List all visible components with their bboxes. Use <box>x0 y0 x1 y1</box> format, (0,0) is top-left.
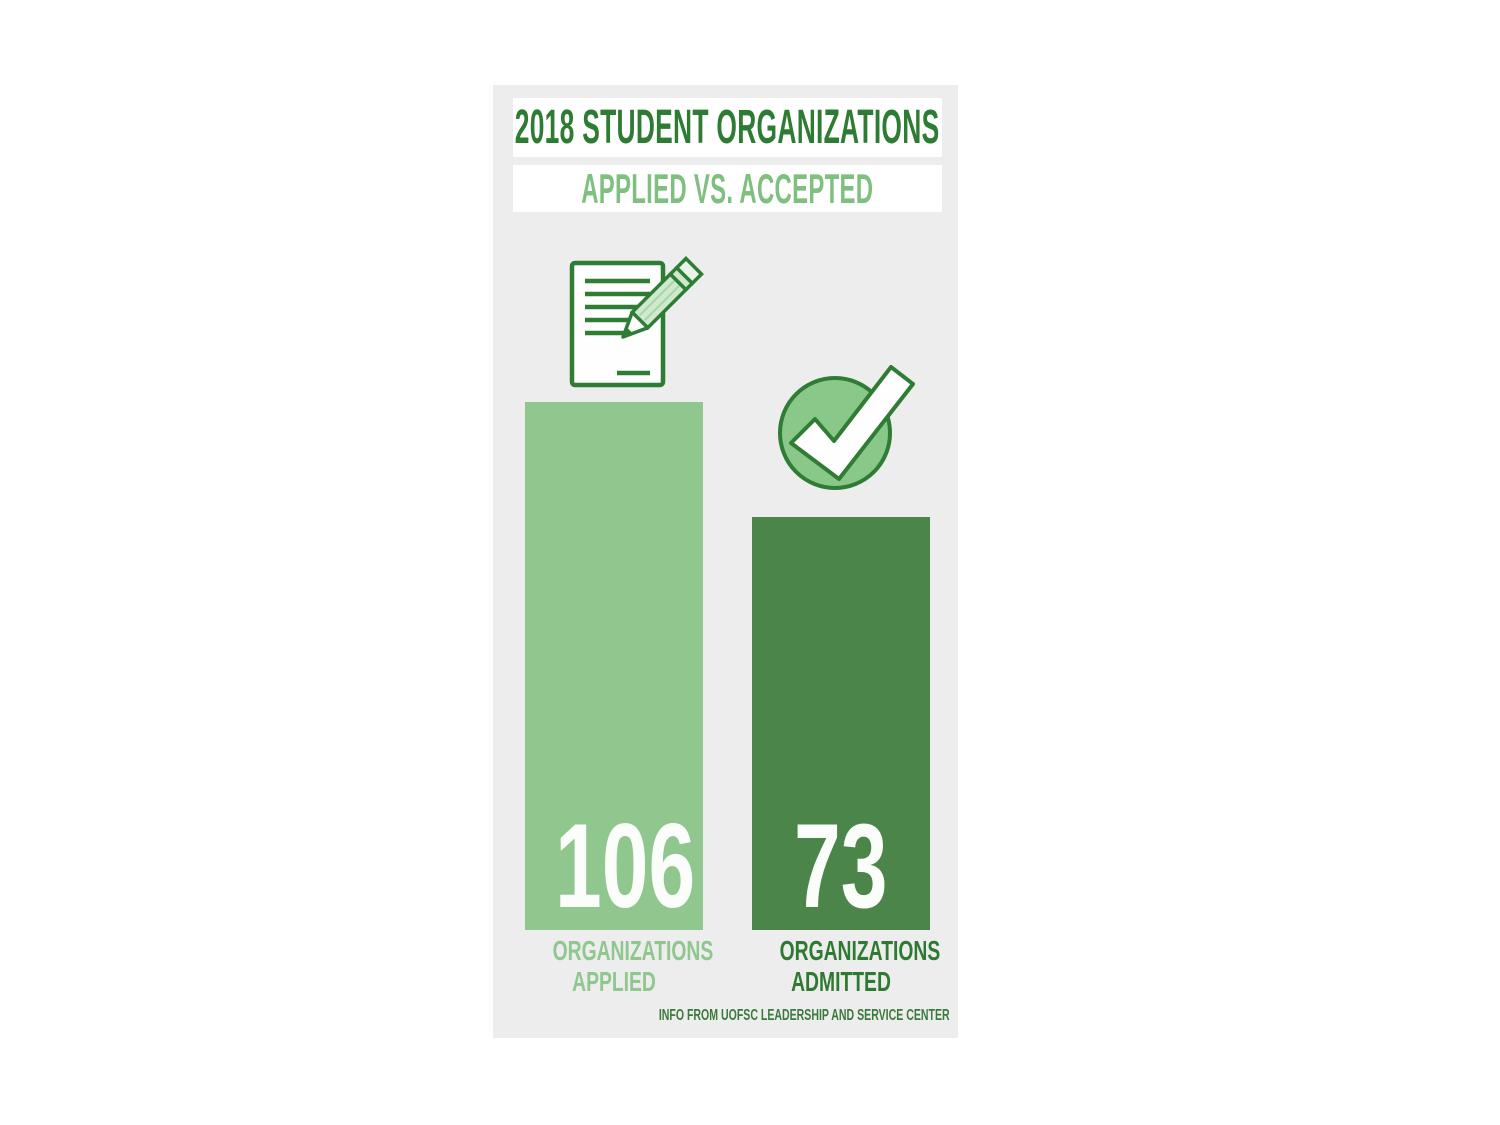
checkmark-circle-icon <box>778 365 915 490</box>
title-band: 2018 STUDENT ORGANIZATIONS <box>513 98 942 157</box>
admitted-label: ORGANIZATIONS ADMITTED <box>779 935 941 997</box>
page-subtitle: APPLIED VS. ACCEPTED <box>581 164 874 212</box>
source-note: INFO FROM UOFSC LEADERSHIP AND SERVICE C… <box>659 1007 950 1024</box>
document-and-pencil-icon <box>569 256 704 388</box>
bar-organizations-admitted: 73 <box>752 517 930 930</box>
admitted-value: 73 <box>794 799 888 933</box>
applied-label: ORGANIZATIONS APPLIED <box>552 935 714 997</box>
infographic-panel: 2018 STUDENT ORGANIZATIONS APPLIED VS. A… <box>493 85 958 1038</box>
page-title: 2018 STUDENT ORGANIZATIONS <box>515 101 940 154</box>
bar-organizations-applied: 106 <box>525 402 703 930</box>
applied-value: 106 <box>555 799 696 933</box>
subtitle-band: APPLIED VS. ACCEPTED <box>513 165 942 212</box>
